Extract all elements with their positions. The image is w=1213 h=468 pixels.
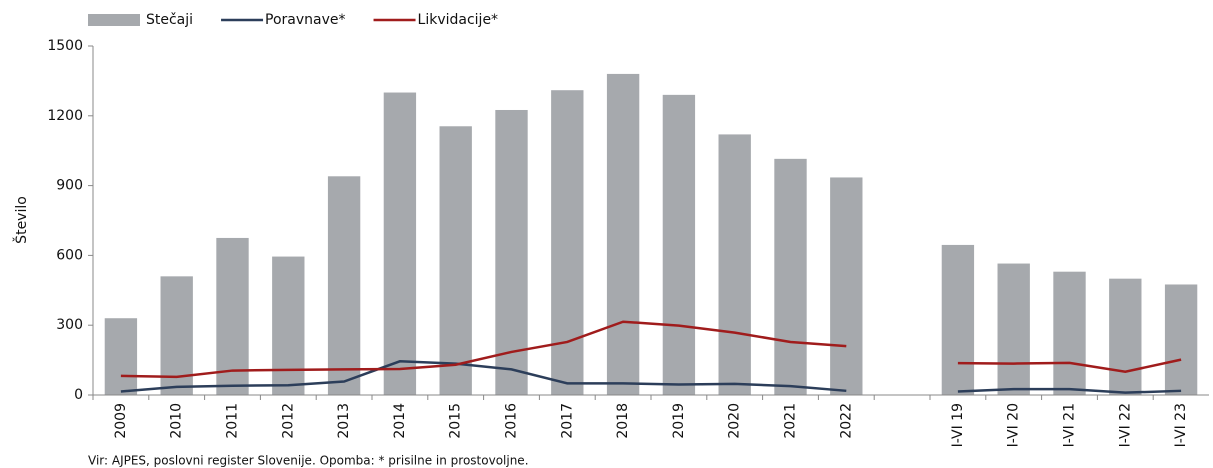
bar [941,244,975,395]
x-tick-label: 2017 [559,403,575,439]
bar [1109,278,1142,395]
x-tick-label: 2010 [169,403,185,439]
bar [997,263,1030,395]
y-tick-label: 1500 [47,38,83,54]
y-tick-label: 0 [74,387,83,403]
x-tick-label: I-VI 22 [1117,403,1133,447]
bar [774,158,807,395]
x-tick-label: 2020 [727,403,743,439]
legend-label: Stečaji [146,12,193,28]
x-tick-label: 2016 [504,403,520,439]
line [120,320,1182,379]
source-note: Vir: AJPES, poslovni register Slovenije.… [88,454,529,468]
x-tick-label: I-VI 19 [950,403,966,447]
x-tick-label: I-VI 21 [1062,403,1078,447]
x-tick-label: I-VI 20 [1006,403,1022,447]
bar [1164,284,1198,395]
bar [606,73,640,396]
bar [1053,271,1086,395]
x-tick-label: I-VI 23 [1173,403,1189,447]
bar [327,176,361,395]
x-tick-label: 2009 [113,403,129,439]
y-axis-label: Število [12,196,30,244]
bar [383,92,417,396]
bar [662,94,696,396]
bar [830,177,863,395]
y-tick-label: 1200 [47,108,83,124]
bar [272,256,305,395]
y-tick-label: 900 [56,178,83,194]
x-tick-label: 2019 [671,403,687,439]
x-tick-label: 2018 [615,403,631,439]
x-tick-label: 2021 [783,403,799,439]
bar [551,90,584,395]
bar [104,318,138,395]
legend-label: Poravnave* [265,12,345,28]
bar [718,134,751,395]
x-tick-label: 2022 [838,403,854,439]
x-tick-label: 2012 [280,403,296,439]
legend-swatch [88,14,140,26]
line [120,360,1182,394]
x-tick-label: 2015 [448,403,464,439]
bar [495,109,528,395]
y-tick-label: 300 [56,317,83,333]
y-tick-label: 600 [56,247,83,263]
x-tick-label: 2011 [225,403,241,439]
bar [439,126,472,396]
x-tick-label: 2014 [392,403,408,439]
bar [216,237,249,395]
x-tick-label: 2013 [336,403,352,439]
legend-label: Likvidacije* [418,12,499,28]
